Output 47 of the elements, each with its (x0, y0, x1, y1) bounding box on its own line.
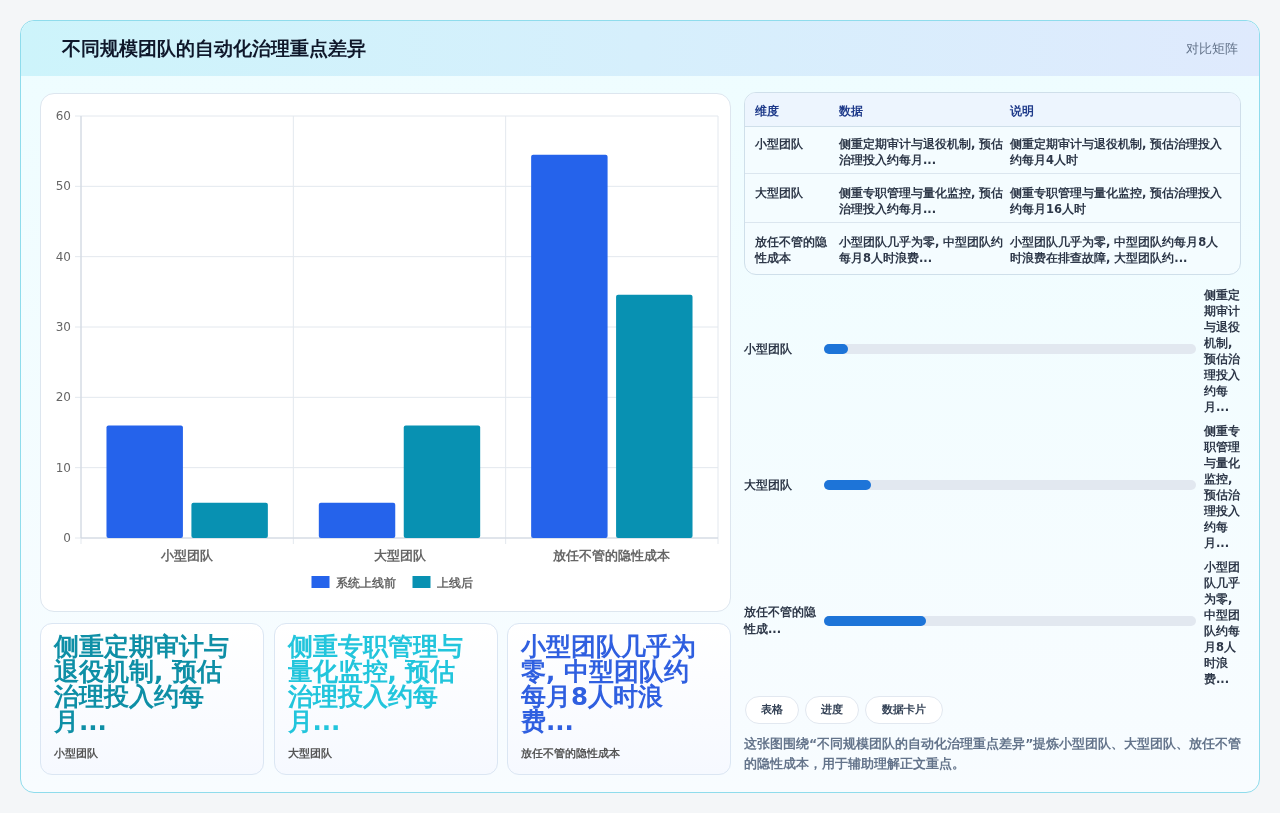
y-tick-label: 放任不管的隐性成... (744, 604, 817, 638)
text: 对比矩阵 (1186, 40, 1238, 58)
y-tick-label: 0 (63, 531, 71, 545)
bar (318, 502, 396, 538)
text: 这张图围绕“不同规模团队的自动化治理重点差异”提炼小型团队、大型团队、放任不管的隐性成本，用于辅助理解正文重点。 (744, 735, 1243, 773)
text: 大型团队 (287, 746, 332, 761)
text: 侧重专职管理与量化监控, 预估治理投入约每月... (287, 632, 464, 736)
x-tick-label: 大型团队 (373, 548, 427, 563)
x-tick-label: 放任不管的隐性成本 (552, 548, 672, 563)
text: 表格 (745, 696, 799, 724)
text: 数据卡片 (865, 696, 943, 724)
text: 小型团队几乎为零, 中型团队约每月8人时浪费... (1204, 559, 1241, 687)
legend-label: 上线后 (435, 576, 473, 590)
text: 小型团队几乎为零, 中型团队约每月8人时浪费... (839, 234, 1004, 266)
text: 侧重定期审计与退役机制, 预估治理投入约每月... (54, 632, 230, 736)
text: 进度 (805, 696, 859, 724)
y-tick-label: 50 (55, 179, 71, 194)
text: 维度 (755, 103, 780, 119)
legend-label: 系统上线前 (334, 576, 396, 590)
bar (191, 502, 268, 538)
y-tick-label: 大型团队 (744, 477, 793, 494)
text: 放任不管的隐性成本 (755, 234, 828, 266)
text: 小型团队几乎为零, 中型团队约每月8人时浪费... (521, 632, 697, 736)
text: 大型团队 (755, 185, 804, 201)
text: 数据 (839, 103, 864, 119)
text: 侧重定期审计与退役机制, 预估治理投入约每月... (839, 136, 1004, 168)
text: 侧重专职管理与量化监控, 预估治理投入约每月16人时 (1010, 185, 1224, 217)
text: 说明 (1010, 103, 1035, 119)
x-tick-label: 小型团队 (160, 548, 215, 563)
y-tick-label: 20 (55, 390, 71, 405)
y-tick-label: 40 (55, 249, 71, 264)
y-tick-label: 10 (55, 460, 71, 475)
y-tick-label: 60 (55, 109, 71, 123)
bar (106, 425, 183, 538)
y-tick-label: 30 (55, 320, 71, 334)
bar (403, 425, 481, 538)
chart-title: 不同规模团队的自动化治理重点差异 (62, 36, 366, 61)
text: 小型团队 (755, 136, 804, 152)
text: 侧重专职管理与量化监控, 预估治理投入约每月... (839, 185, 1004, 217)
text: 侧重定期审计与退役机制, 预估治理投入约每月... (1204, 287, 1241, 415)
text: 小型团队几乎为零, 中型团队约每月8人时浪费在排查故障, 大型团队约... (1010, 234, 1220, 266)
text: 侧重定期审计与退役机制, 预估治理投入约每月4人时 (1010, 136, 1224, 168)
text: 侧重专职管理与量化监控, 预估治理投入约每月... (1204, 423, 1241, 551)
y-tick-label: 小型团队 (744, 341, 793, 358)
bar (531, 154, 608, 538)
bar (616, 294, 693, 538)
text: 放任不管的隐性成本 (521, 746, 620, 761)
